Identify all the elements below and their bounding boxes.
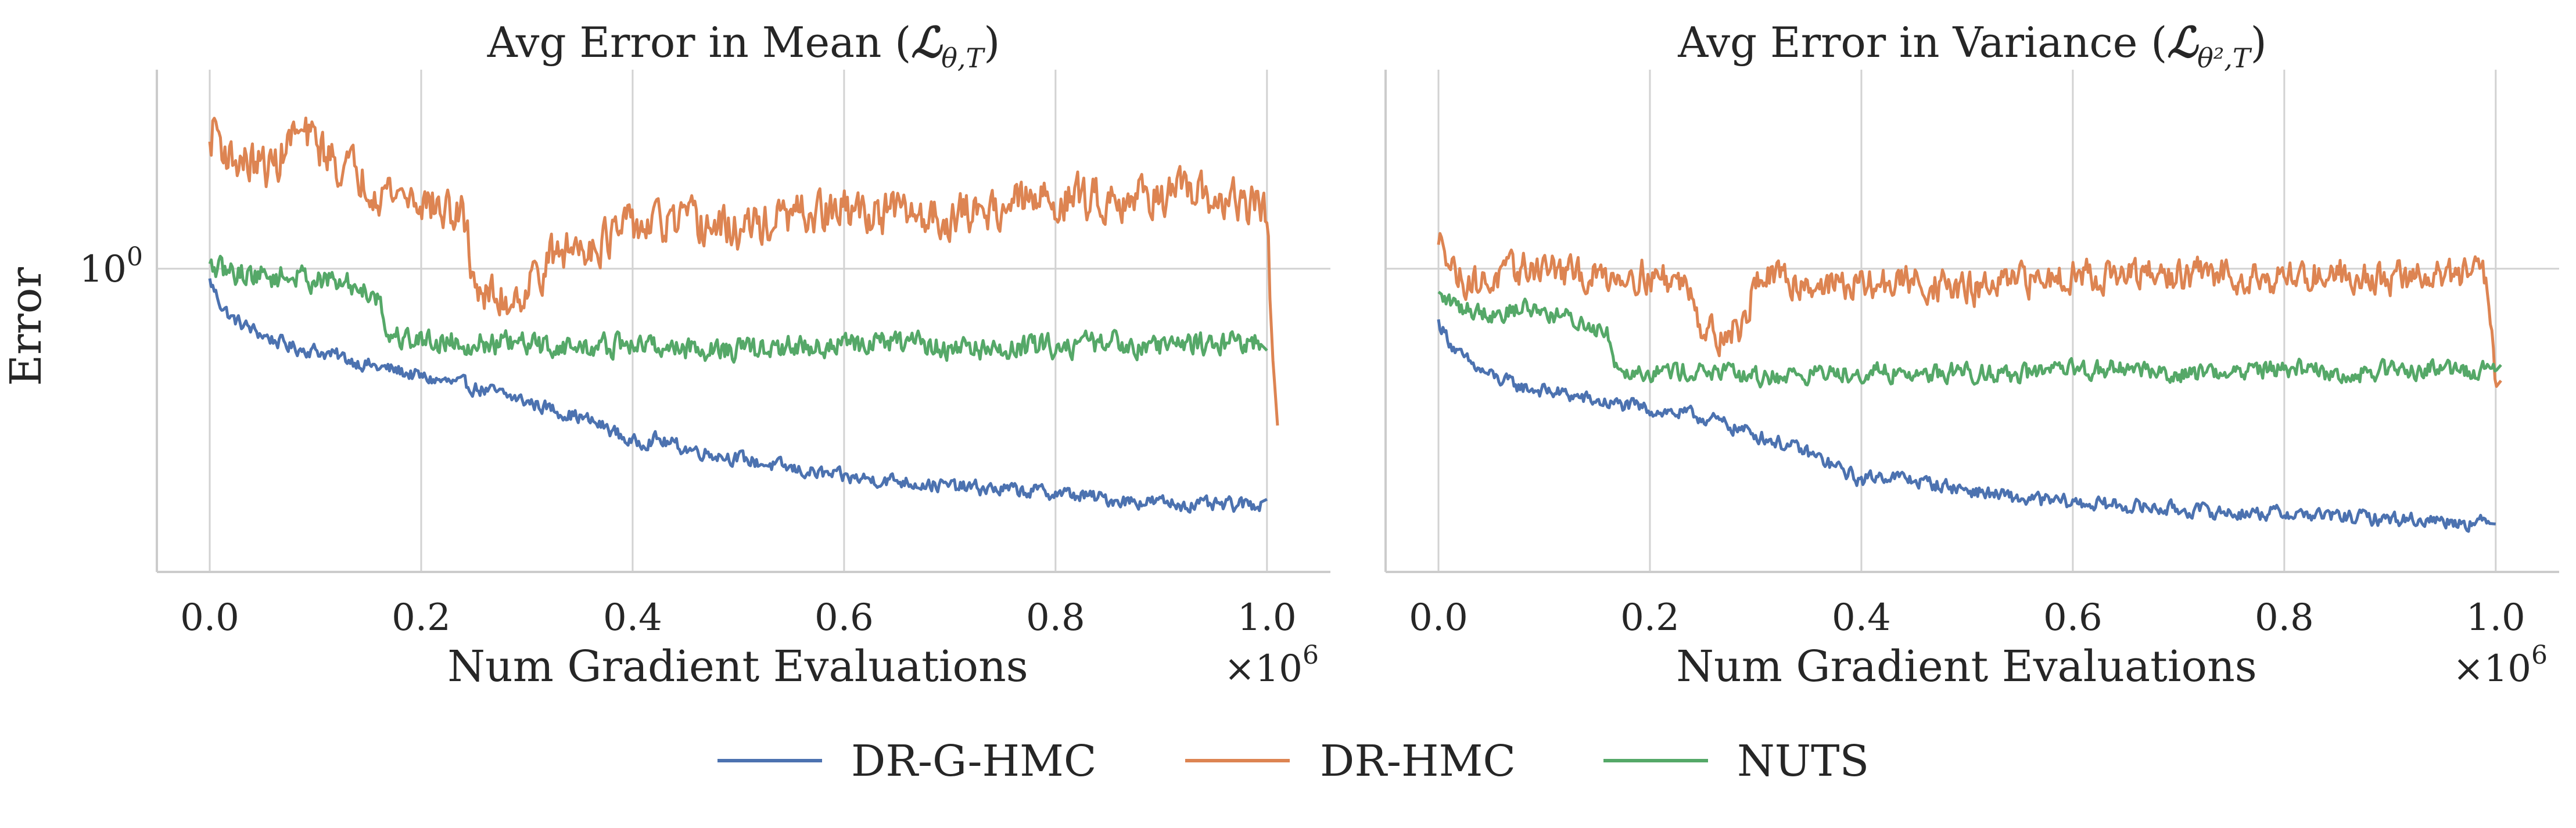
x-axis-label: Num Gradient Evaluations [1676, 642, 2256, 692]
x-axis-label: Num Gradient Evaluations [447, 642, 1028, 692]
x-tick-label: 0.2 [1620, 596, 1680, 639]
x-tick-label: 0.4 [603, 596, 662, 639]
series-line-dr-g-hmc [1437, 319, 2496, 533]
x-tick-label: 0.8 [2255, 596, 2314, 639]
chart-panel-2: 0.0 0.2 0.4 0.6 0.8 1.0×106 Num Gradient Evalu… [1384, 17, 2559, 692]
x-tick-label: 0.0 [180, 596, 239, 639]
legend-item-nuts: NUTS [1603, 736, 1869, 786]
legend-label: DR-G-HMC [851, 736, 1096, 786]
legend-item-dr-g-hmc: DR-G-HMC [717, 736, 1096, 786]
legend-label: DR-HMC [1320, 736, 1516, 786]
x-tick-label: 1.0 [2466, 596, 2525, 639]
x-tick-label: 0.0 [1409, 596, 1468, 639]
x-tick-label: 1.0 [1237, 596, 1297, 639]
x-tick-label: 0.4 [1832, 596, 1891, 639]
chart-panels: 0.0 0.2 0.4 0.6 0.8 1.0 100 ×106 Num Gradient Ev… [1, 17, 2559, 692]
x-scale-label: ×106 [2453, 640, 2548, 690]
legend: DR-G-HMC DR-HMC NUTS [717, 736, 1869, 786]
series-line-dr-hmc [1437, 232, 2502, 388]
x-tick-label: 0.6 [815, 596, 874, 639]
x-tick-label: 0.2 [392, 596, 451, 639]
y-axis-label: Error [1, 267, 51, 386]
chart-panel-1: 0.0 0.2 0.4 0.6 0.8 1.0 100 ×106 Num Gradient Ev… [1, 17, 1330, 692]
series-line-dr-hmc [208, 116, 1279, 426]
panel-title: Avg Error in Variance (ℒθ²,T) [1677, 17, 2266, 74]
x-tick-label: 0.6 [2043, 596, 2103, 639]
legend-label: NUTS [1737, 736, 1869, 786]
panel-title: Avg Error in Mean (ℒθ,T) [487, 17, 1000, 74]
legend-item-dr-hmc: DR-HMC [1185, 736, 1516, 786]
x-tick-label: 0.8 [1026, 596, 1085, 639]
series-line-dr-g-hmc [208, 278, 1268, 514]
y-tick-label: 100 [80, 242, 143, 291]
series-line-nuts [208, 254, 1268, 364]
x-scale-label: ×106 [1224, 640, 1319, 690]
series-line-nuts [1437, 290, 2502, 388]
